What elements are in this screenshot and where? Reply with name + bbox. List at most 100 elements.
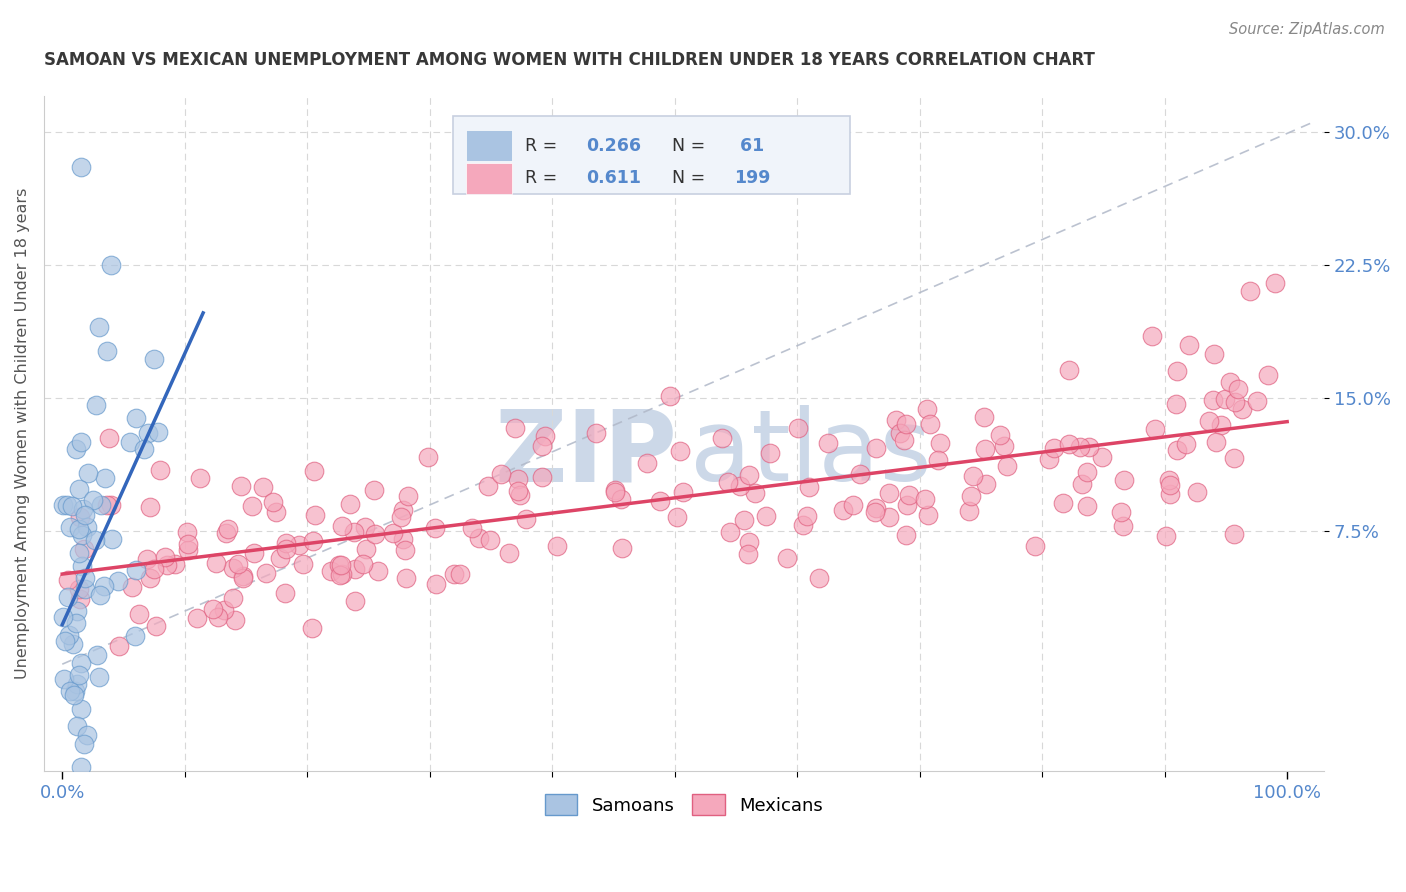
Point: [995, 458, 1018, 473]
Point: [363, 483, 385, 497]
Point: [738, 468, 761, 483]
Point: [962, 469, 984, 483]
Point: [143, 351, 166, 366]
Point: [87, 319, 110, 334]
Point: [254, 566, 277, 580]
Point: [605, 484, 627, 499]
Point: [146, 425, 169, 440]
Point: [865, 506, 887, 520]
Point: [356, 542, 378, 557]
Point: [342, 524, 364, 539]
Point: [240, 499, 263, 513]
Point: [328, 558, 350, 572]
Point: [304, 508, 326, 523]
Point: [364, 527, 387, 541]
Point: [896, 417, 918, 431]
Point: [229, 479, 252, 493]
Point: [391, 510, 413, 524]
Point: [759, 446, 782, 460]
Point: [1215, 392, 1237, 406]
Point: [1178, 337, 1201, 351]
Point: [269, 551, 291, 566]
Point: [1112, 473, 1135, 487]
Point: [394, 543, 416, 558]
Point: [918, 417, 941, 431]
Point: [1076, 465, 1098, 479]
Point: [58, 590, 80, 604]
Point: [55, 498, 77, 512]
Point: [546, 539, 568, 553]
Point: [1166, 443, 1188, 458]
Point: [1024, 539, 1046, 553]
Point: [343, 562, 366, 576]
Point: [786, 421, 808, 435]
Point: [274, 535, 297, 549]
Point: [797, 480, 820, 494]
Point: [585, 425, 607, 440]
Point: [1174, 437, 1197, 451]
Point: [242, 546, 264, 560]
Point: [479, 533, 502, 547]
Text: ZIP: ZIP: [495, 405, 678, 502]
Point: [139, 571, 162, 585]
Text: R =: R =: [526, 136, 562, 155]
Point: [84, 398, 107, 412]
Point: [163, 557, 186, 571]
Point: [605, 483, 627, 498]
Point: [1057, 363, 1080, 377]
Point: [59, 684, 82, 698]
Point: [222, 591, 245, 605]
Text: N =: N =: [672, 169, 711, 187]
Point: [222, 561, 245, 575]
Point: [530, 470, 553, 484]
Point: [101, 533, 124, 547]
Point: [1164, 397, 1187, 411]
Point: [65, 604, 87, 618]
Text: 0.266: 0.266: [586, 136, 641, 155]
Point: [66, 677, 89, 691]
Point: [668, 444, 690, 458]
Point: [330, 558, 353, 572]
Point: [212, 603, 235, 617]
Point: [330, 566, 353, 581]
Point: [717, 475, 740, 489]
Point: [1159, 478, 1181, 492]
Point: [98, 431, 121, 445]
Point: [917, 508, 939, 523]
Point: [134, 442, 156, 456]
Point: [1222, 450, 1244, 465]
Point: [274, 542, 297, 557]
Text: atlas: atlas: [690, 405, 932, 502]
Point: [957, 504, 980, 518]
Point: [73, 582, 96, 596]
Point: [865, 442, 887, 456]
Point: [186, 610, 208, 624]
Point: [60, 499, 83, 513]
Point: [927, 453, 949, 467]
FancyBboxPatch shape: [467, 130, 512, 161]
Legend: Samoans, Mexicans: Samoans, Mexicans: [537, 787, 831, 822]
Point: [960, 489, 983, 503]
Point: [69, 592, 91, 607]
Point: [842, 498, 865, 512]
Point: [817, 436, 839, 450]
Point: [877, 510, 900, 524]
Point: [59, 520, 82, 534]
Point: [468, 531, 491, 545]
Point: [77, 466, 100, 480]
Point: [302, 464, 325, 478]
Point: [79, 805, 101, 819]
Point: [489, 467, 512, 481]
Point: [330, 519, 353, 533]
Point: [1156, 529, 1178, 543]
Point: [53, 634, 76, 648]
Point: [67, 482, 90, 496]
Point: [1111, 518, 1133, 533]
Point: [1109, 505, 1132, 519]
Point: [1142, 328, 1164, 343]
Point: [264, 505, 287, 519]
Point: [73, 737, 96, 751]
Point: [1159, 487, 1181, 501]
Point: [423, 521, 446, 535]
Point: [449, 567, 471, 582]
